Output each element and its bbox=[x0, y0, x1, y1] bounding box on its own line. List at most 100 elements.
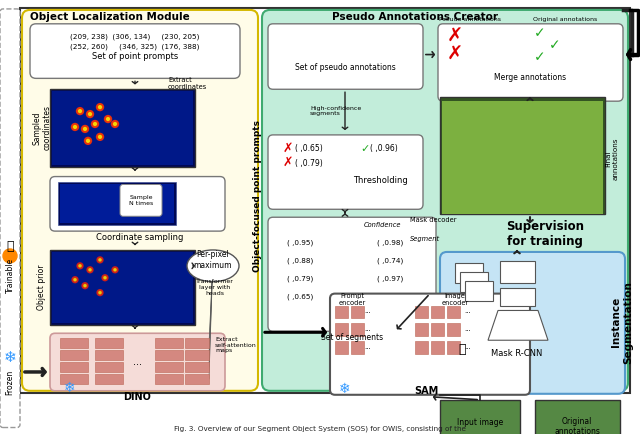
Text: ( ,0.88): ( ,0.88) bbox=[287, 258, 313, 264]
Bar bbox=[60, 184, 174, 223]
Text: Supervision
for training: Supervision for training bbox=[506, 220, 584, 248]
Circle shape bbox=[74, 125, 77, 128]
Circle shape bbox=[104, 116, 111, 123]
Text: ( ,0.97): ( ,0.97) bbox=[377, 276, 403, 282]
Bar bbox=[95, 350, 123, 360]
Circle shape bbox=[102, 275, 108, 281]
Bar bbox=[95, 362, 123, 372]
Bar bbox=[185, 338, 209, 348]
Text: ✗: ✗ bbox=[283, 156, 293, 169]
Bar bbox=[58, 181, 176, 225]
Circle shape bbox=[79, 265, 81, 267]
Circle shape bbox=[86, 111, 93, 117]
Text: 🔥: 🔥 bbox=[458, 343, 466, 356]
Text: Sample
N times: Sample N times bbox=[129, 195, 153, 206]
Bar bbox=[447, 323, 460, 336]
Text: Set of segments: Set of segments bbox=[321, 333, 383, 342]
Bar bbox=[60, 338, 88, 348]
Circle shape bbox=[99, 291, 101, 294]
FancyBboxPatch shape bbox=[440, 252, 625, 394]
Text: Merge annotations: Merge annotations bbox=[494, 73, 566, 82]
Text: ( ,0.95): ( ,0.95) bbox=[287, 240, 313, 246]
Bar bbox=[185, 374, 209, 384]
Circle shape bbox=[106, 117, 109, 120]
Text: ✓: ✓ bbox=[549, 39, 561, 53]
FancyBboxPatch shape bbox=[50, 333, 225, 391]
Text: Prompt
encoder: Prompt encoder bbox=[339, 293, 365, 306]
Text: ( ,0.65): ( ,0.65) bbox=[295, 144, 323, 153]
FancyBboxPatch shape bbox=[120, 184, 162, 216]
Circle shape bbox=[77, 263, 83, 269]
Text: Final
annotations: Final annotations bbox=[605, 138, 618, 180]
Text: Set of pseudo annotations: Set of pseudo annotations bbox=[294, 63, 396, 72]
Text: ( ,0.65): ( ,0.65) bbox=[287, 293, 313, 300]
Text: High-confidence
segments: High-confidence segments bbox=[310, 106, 361, 117]
Text: Trainable: Trainable bbox=[6, 258, 15, 293]
Text: ✗: ✗ bbox=[447, 45, 463, 64]
Bar bbox=[20, 8, 630, 393]
Text: Mask decoder: Mask decoder bbox=[410, 217, 456, 223]
Bar bbox=[155, 338, 183, 348]
Text: ( ,0.79): ( ,0.79) bbox=[287, 276, 313, 282]
Bar bbox=[431, 341, 444, 354]
Text: ...: ... bbox=[365, 326, 371, 332]
Circle shape bbox=[97, 104, 104, 111]
Circle shape bbox=[86, 139, 90, 142]
Bar bbox=[52, 91, 193, 165]
Text: ✓: ✓ bbox=[534, 26, 546, 40]
Bar bbox=[447, 341, 460, 354]
Bar bbox=[95, 374, 123, 384]
Bar bbox=[50, 250, 195, 325]
Text: Extract
coordinates: Extract coordinates bbox=[168, 77, 207, 90]
Bar bbox=[155, 374, 183, 384]
Text: Original annotations: Original annotations bbox=[533, 18, 597, 22]
Circle shape bbox=[3, 249, 17, 263]
Text: Extract
self-attention
maps: Extract self-attention maps bbox=[215, 337, 257, 353]
Text: Fig. 3. Overview of our Segment Object System (SOS) for OWIS, consisting of the: Fig. 3. Overview of our Segment Object S… bbox=[174, 425, 466, 432]
Text: ...: ... bbox=[365, 344, 371, 350]
Circle shape bbox=[93, 123, 97, 125]
FancyBboxPatch shape bbox=[30, 24, 240, 78]
Circle shape bbox=[84, 138, 92, 145]
Bar bbox=[415, 341, 428, 354]
Bar bbox=[351, 341, 364, 354]
Text: Pseudo Annotations Creator: Pseudo Annotations Creator bbox=[332, 12, 498, 22]
Text: Object-focused point prompts: Object-focused point prompts bbox=[253, 120, 262, 272]
Ellipse shape bbox=[187, 250, 239, 282]
Bar bbox=[50, 89, 195, 166]
Circle shape bbox=[99, 135, 102, 138]
Bar bbox=[431, 323, 444, 336]
Circle shape bbox=[81, 125, 88, 132]
Circle shape bbox=[83, 127, 86, 131]
Text: Coordinate sampling: Coordinate sampling bbox=[96, 233, 184, 242]
Text: ...: ... bbox=[465, 308, 472, 314]
Circle shape bbox=[79, 110, 81, 113]
Bar bbox=[440, 400, 520, 438]
Circle shape bbox=[87, 267, 93, 273]
Text: Object Localization Module: Object Localization Module bbox=[30, 12, 190, 22]
Circle shape bbox=[77, 108, 83, 115]
FancyBboxPatch shape bbox=[262, 10, 628, 391]
FancyBboxPatch shape bbox=[268, 24, 423, 89]
Bar bbox=[460, 272, 488, 292]
Text: ✓: ✓ bbox=[534, 50, 546, 64]
Text: Frozen: Frozen bbox=[6, 369, 15, 395]
Text: (252, 260)     (346, 325)  (176, 388): (252, 260) (346, 325) (176, 388) bbox=[70, 43, 200, 50]
Bar bbox=[351, 306, 364, 318]
Circle shape bbox=[99, 259, 101, 261]
Circle shape bbox=[114, 268, 116, 271]
Bar bbox=[155, 362, 183, 372]
FancyBboxPatch shape bbox=[268, 135, 423, 209]
Circle shape bbox=[72, 277, 78, 283]
Bar bbox=[335, 341, 348, 354]
FancyBboxPatch shape bbox=[438, 24, 623, 101]
Text: Original
annotations: Original annotations bbox=[554, 417, 600, 436]
Text: Per-pixel
maximum: Per-pixel maximum bbox=[194, 250, 232, 269]
Text: Thresholding: Thresholding bbox=[353, 176, 408, 185]
Text: ( ,0.74): ( ,0.74) bbox=[377, 258, 403, 264]
Text: ✗: ✗ bbox=[447, 27, 463, 46]
FancyBboxPatch shape bbox=[330, 293, 530, 395]
Text: Image
encoder: Image encoder bbox=[442, 293, 468, 306]
FancyBboxPatch shape bbox=[22, 10, 258, 391]
Bar bbox=[60, 362, 88, 372]
